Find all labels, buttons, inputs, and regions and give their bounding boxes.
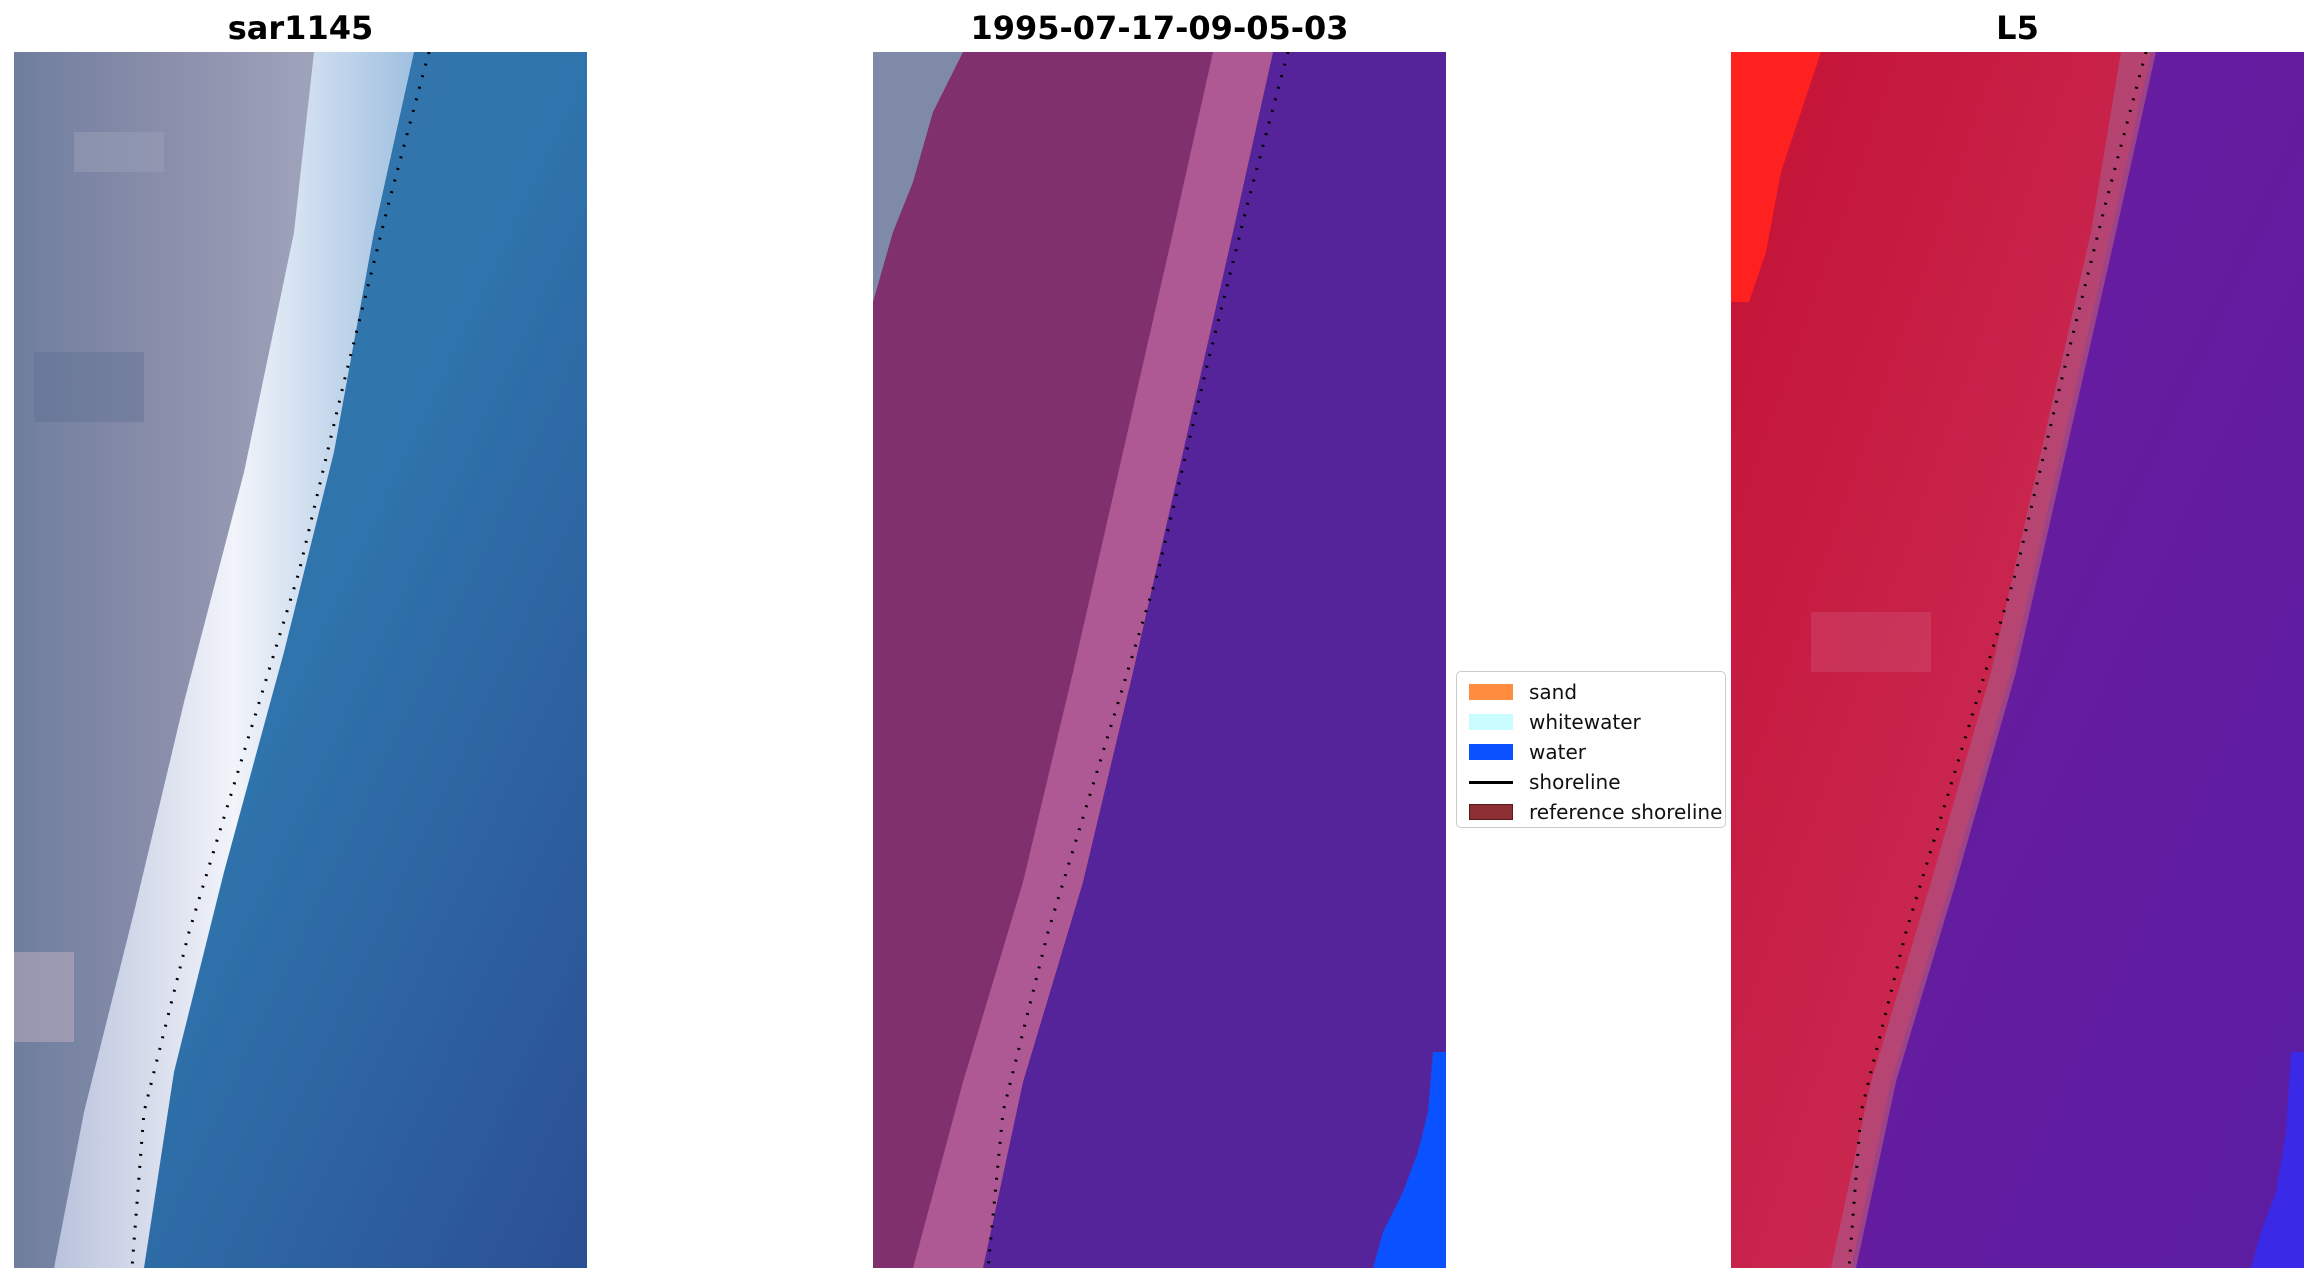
legend: sand whitewater water shoreline referenc… <box>1456 671 1726 828</box>
legend-item-water: water <box>1463 737 1719 767</box>
legend-item-sand: sand <box>1463 677 1719 707</box>
rgb-image-panel <box>14 52 587 1268</box>
legend-label: sand <box>1529 680 1578 704</box>
panel-title-date: 1995-07-17-09-05-03 <box>970 9 1349 47</box>
classified-image <box>873 52 1446 1268</box>
rgb-image <box>14 52 587 1268</box>
panel-title-image: sar1145 <box>227 9 374 47</box>
classification-panel <box>873 52 1446 1268</box>
index-image <box>1731 52 2304 1268</box>
index-panel <box>1731 52 2304 1268</box>
legend-label: shoreline <box>1529 770 1621 794</box>
legend-item-whitewater: whitewater <box>1463 707 1719 737</box>
water-swatch <box>1469 744 1513 760</box>
legend-label: whitewater <box>1529 710 1641 734</box>
legend-item-shoreline: shoreline <box>1463 767 1719 797</box>
legend-label: reference shoreline <box>1529 800 1723 824</box>
legend-label: water <box>1529 740 1586 764</box>
panel-title-index: L5 <box>1996 9 2039 47</box>
whitewater-swatch <box>1469 714 1513 730</box>
reference-shoreline-swatch <box>1469 804 1513 820</box>
shoreline-line-swatch <box>1469 780 1513 784</box>
sand-swatch <box>1469 684 1513 700</box>
legend-item-reference-shoreline: reference shoreline <box>1463 797 1723 827</box>
